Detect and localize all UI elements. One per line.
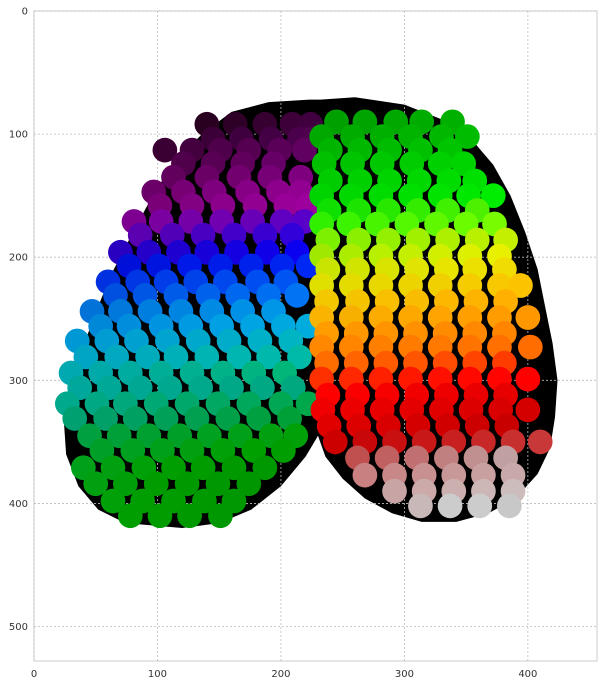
left-hemisphere-dot bbox=[190, 455, 216, 481]
left-hemisphere-dot bbox=[73, 344, 99, 370]
axis-ticks: 0 100 200 300 400 0 100 200 300 400 500 bbox=[9, 7, 538, 681]
left-hemisphere-dot bbox=[194, 344, 220, 370]
y-tick-label: 100 bbox=[9, 130, 28, 141]
right-hemisphere-dot bbox=[515, 305, 541, 330]
x-tick-label: 300 bbox=[395, 669, 414, 680]
x-tick-label: 0 bbox=[31, 669, 37, 680]
left-hemisphere-dot bbox=[117, 503, 143, 529]
right-hemisphere-dot bbox=[515, 366, 541, 392]
left-hemisphere-dot bbox=[208, 503, 233, 529]
left-hemisphere-dot bbox=[256, 344, 281, 370]
right-hemisphere-dot bbox=[496, 493, 522, 519]
left-hemisphere-dot bbox=[184, 406, 210, 431]
right-hemisphere-dot bbox=[322, 429, 348, 455]
left-hemisphere-dot bbox=[226, 344, 252, 370]
left-hemisphere-dot bbox=[284, 283, 310, 308]
left-hemisphere-dot bbox=[287, 344, 312, 370]
left-hemisphere-dot bbox=[83, 471, 109, 497]
left-hemisphere-dot bbox=[113, 471, 138, 497]
y-tick-label: 500 bbox=[9, 622, 28, 633]
left-hemisphere-dot bbox=[163, 344, 189, 370]
right-hemisphere-dot bbox=[508, 273, 533, 298]
y-tick-label: 400 bbox=[9, 499, 28, 510]
left-hemisphere-dot bbox=[215, 406, 241, 431]
right-hemisphere-dot bbox=[382, 478, 407, 504]
right-hemisphere-dot bbox=[352, 462, 378, 488]
right-hemisphere-dot bbox=[437, 493, 463, 519]
right-hemisphere-dot bbox=[467, 493, 493, 519]
left-hemisphere-dot bbox=[100, 488, 126, 514]
right-hemisphere-dot bbox=[517, 334, 543, 360]
right-hemisphere-dot bbox=[527, 429, 553, 455]
right-hemisphere-dot bbox=[455, 124, 480, 149]
left-hemisphere-dot bbox=[122, 406, 148, 431]
y-tick-label: 200 bbox=[9, 253, 28, 264]
left-hemisphere-dot bbox=[205, 471, 231, 497]
x-tick-label: 200 bbox=[271, 669, 290, 680]
y-tick-label: 300 bbox=[9, 376, 28, 387]
left-hemisphere-dot bbox=[221, 455, 247, 481]
left-hemisphere-dot bbox=[147, 503, 173, 529]
x-tick-label: 100 bbox=[148, 669, 167, 680]
left-hemisphere-dot bbox=[252, 455, 278, 481]
right-hemisphere-dot bbox=[480, 183, 506, 209]
left-hemisphere-dot bbox=[93, 406, 118, 431]
left-hemisphere-dot bbox=[177, 503, 202, 529]
left-hemisphere-dot bbox=[62, 406, 88, 431]
x-tick-label: 400 bbox=[518, 669, 537, 680]
left-hemisphere-dot bbox=[174, 471, 200, 497]
left-hemisphere-dot bbox=[271, 438, 296, 463]
y-tick-label: 0 bbox=[22, 7, 28, 18]
left-hemisphere-dot bbox=[153, 406, 179, 431]
left-hemisphere-dot bbox=[246, 406, 272, 431]
left-hemisphere-dot bbox=[236, 471, 262, 497]
left-hemisphere-dot bbox=[152, 137, 178, 163]
dots bbox=[54, 109, 553, 529]
left-hemisphere-dot bbox=[127, 375, 153, 401]
right-hemisphere-dot bbox=[515, 397, 541, 423]
left-hemisphere-dot bbox=[143, 471, 169, 497]
right-hemisphere-dot bbox=[408, 493, 433, 519]
left-hemisphere-dot bbox=[292, 137, 317, 163]
